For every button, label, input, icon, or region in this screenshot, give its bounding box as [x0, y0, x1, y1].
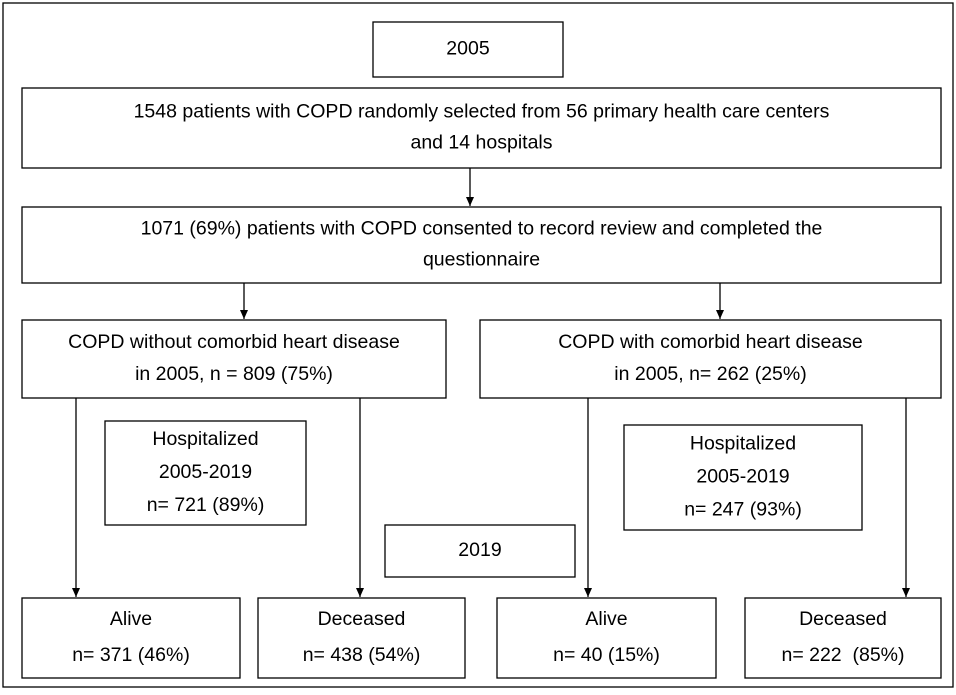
node-text: n= 247 (93%): [684, 499, 802, 521]
node-text: 1071 (69%) patients with COPD consented …: [141, 218, 823, 240]
node-box: [21, 87, 942, 169]
node-text: in 2005, n= 262 (25%): [614, 363, 806, 385]
node-box: [623, 424, 863, 531]
node-text: questionnaire: [423, 249, 540, 271]
node-text: Alive: [110, 608, 152, 630]
arrows: [72, 168, 910, 597]
node-text: n= 40 (15%): [553, 644, 660, 666]
node-text: COPD without comorbid heart disease: [68, 331, 400, 353]
node-box: [21, 319, 447, 399]
node-text: Alive: [585, 608, 627, 630]
node-text: COPD with comorbid heart disease: [558, 331, 863, 353]
node-box: [372, 21, 564, 78]
node-box: [479, 319, 942, 399]
node-text: Deceased: [318, 608, 406, 630]
node-text: 2005-2019: [159, 461, 252, 483]
node-text: Deceased: [799, 608, 887, 630]
node-text: Hospitalized: [690, 433, 796, 455]
node-text: n= 721 (89%): [147, 494, 265, 516]
node-text: and 14 hospitals: [410, 132, 552, 154]
node-text: Hospitalized: [152, 428, 258, 450]
node-text: 2005: [446, 38, 490, 60]
node-text: 2005-2019: [696, 466, 789, 488]
node-text: n= 222 (85%): [781, 644, 904, 666]
node-text: n= 438 (54%): [303, 644, 421, 666]
node-box: [21, 206, 942, 284]
node-text: n= 371 (46%): [72, 644, 190, 666]
node-box: [496, 597, 717, 679]
node-box: [384, 524, 576, 578]
node-text: 1548 patients with COPD randomly selecte…: [134, 101, 830, 123]
node-box: [104, 420, 307, 526]
node-text: in 2005, n = 809 (75%): [135, 363, 333, 385]
node-text: 2019: [458, 539, 501, 561]
node-box: [744, 597, 942, 679]
node-box: [21, 597, 241, 679]
node-box: [257, 597, 466, 679]
